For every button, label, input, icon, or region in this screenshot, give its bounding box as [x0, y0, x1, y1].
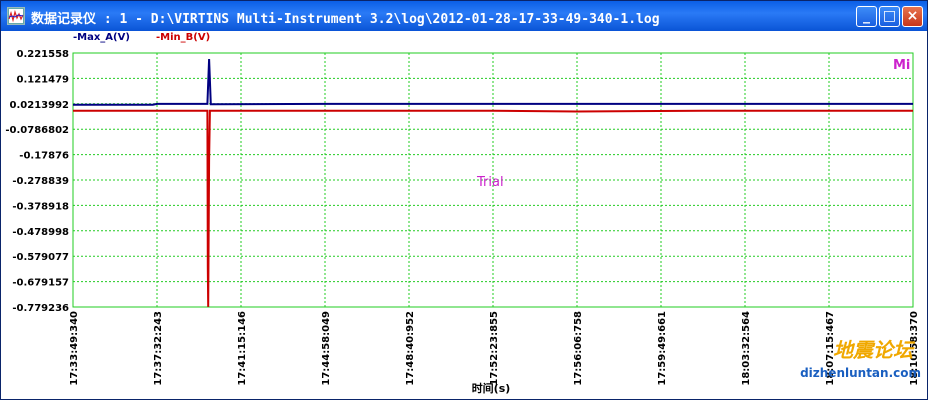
legend-series-b: -Min_B(V) — [156, 32, 210, 43]
y-tick-label: -0.17876 — [19, 151, 69, 162]
chart-area: 0.221558 0.121479 0.0213992 -0.0786802 -0.17… — [1, 32, 927, 399]
x-tick-label: 18:03:32:564 — [741, 311, 752, 386]
series-line-max-a — [73, 58, 913, 106]
x-tick-label: 17:52:23:855 — [489, 311, 500, 386]
close-button[interactable]: × — [902, 6, 923, 27]
maximize-button[interactable]: □ — [879, 6, 900, 27]
y-tick-label: -0.378918 — [12, 201, 69, 212]
x-axis-label: 时间(s) — [472, 381, 511, 395]
y-tick-label: -0.478998 — [12, 227, 69, 238]
legend-series-a: -Max_A(V) — [73, 32, 130, 43]
y-tick-label: -0.0786802 — [5, 125, 69, 136]
x-tick-label: 18:10:58:370 — [909, 311, 920, 386]
watermark-url: dizhenluntan.com — [800, 366, 921, 380]
y-tick-label: -0.679157 — [12, 278, 69, 289]
y-tick-label: 0.0213992 — [10, 100, 70, 111]
x-tick-label: 17:48:40:952 — [405, 311, 416, 386]
series-line-min-b — [73, 109, 913, 307]
window-title: 数据记录仪 : 1 - D:\VIRTINS Multi-Instrument … — [31, 12, 660, 27]
watermark-cn: 地震论坛 — [833, 338, 916, 362]
multi-instrument-logo: Mi — [893, 58, 910, 73]
x-tick-label: 17:33:49:340 — [69, 311, 80, 386]
y-tick-label: 0.221558 — [16, 49, 69, 60]
title-bar[interactable]: 数据记录仪 : 1 - D:\VIRTINS Multi-Instrument … — [1, 1, 927, 31]
series-lines — [73, 58, 913, 307]
grid — [72, 52, 914, 308]
x-tick-label: 17:44:58:049 — [321, 311, 332, 386]
minimize-button[interactable]: _ — [856, 6, 877, 27]
axes: 0.221558 0.121479 0.0213992 -0.0786802 -0.17… — [5, 49, 920, 386]
x-tick-label: 17:41:15:146 — [237, 311, 248, 386]
x-tick-label: 17:56:06:758 — [573, 311, 584, 386]
trial-watermark: Trial — [476, 175, 504, 190]
y-tick-label: -0.779236 — [12, 303, 69, 314]
y-tick-label: -0.278839 — [12, 176, 69, 187]
x-tick-label: 18:07:15:467 — [825, 311, 836, 386]
line-chart[interactable]: 0.221558 0.121479 0.0213992 -0.0786802 -0.17… — [1, 32, 927, 399]
y-tick-label: -0.579077 — [12, 252, 69, 263]
x-tick-label: 17:37:32:243 — [153, 311, 164, 386]
oscilloscope-icon[interactable] — [7, 7, 25, 25]
x-tick-label: 17:59:49:661 — [657, 311, 668, 386]
y-tick-label: 0.121479 — [16, 74, 69, 85]
